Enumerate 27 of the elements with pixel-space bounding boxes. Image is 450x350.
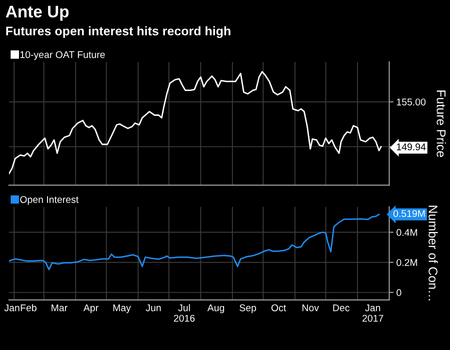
line-series	[9, 214, 380, 270]
x-tick-label: Nov	[302, 304, 319, 312]
y-tick-label: 149.94	[396, 143, 426, 150]
y-tick-label: 0.4M	[396, 229, 418, 236]
x-tick-label: Apr	[83, 304, 98, 314]
chart-title: Ante Up	[6, 6, 69, 21]
data-label: 0.519M	[393, 210, 425, 217]
x-tick-label: May	[113, 304, 131, 314]
line-series	[9, 71, 382, 174]
x-tick-label: Jan 2017	[362, 304, 384, 322]
legend-label: Open Interest	[20, 196, 79, 205]
x-tick-label: Sep	[240, 304, 256, 314]
y-axis-title: Number of Con…	[428, 206, 438, 300]
x-tick-label: Mar	[52, 304, 68, 312]
x-tick-label: Jul 2016	[174, 304, 195, 322]
y-tick-label: 0.2M	[396, 259, 418, 266]
x-tick-label: Oct	[271, 304, 286, 312]
x-tick-label: Aug	[207, 304, 224, 314]
x-tick-label: Feb	[20, 304, 36, 312]
y-axis-title: Future Price	[436, 90, 446, 158]
x-tick-label: Jun	[146, 304, 161, 312]
legend-label: 10-year OAT Future	[20, 51, 105, 60]
x-tick-label: Dec	[333, 304, 350, 312]
x-tick-label: Jan	[4, 304, 20, 312]
y-tick-label: 155.00	[396, 98, 426, 106]
y-tick-label: 0	[396, 289, 402, 296]
chart-subtitle: Futures open interest hits record high	[6, 26, 230, 38]
